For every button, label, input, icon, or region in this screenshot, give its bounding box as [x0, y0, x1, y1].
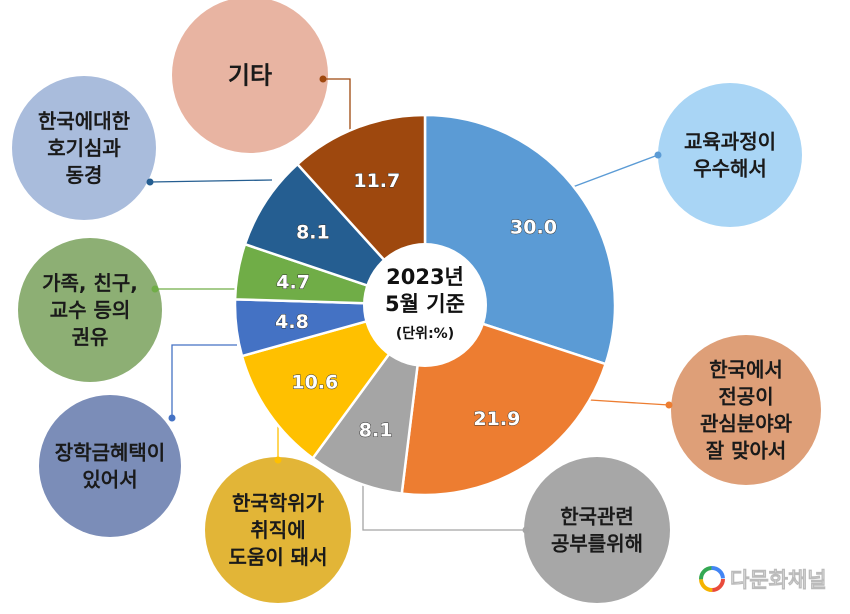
center-month: 5월 기준 — [385, 292, 465, 316]
category-label: 가족, 친구, — [42, 271, 138, 295]
center-unit: (단위:%) — [396, 325, 454, 342]
slice-value-label: 8.1 — [359, 420, 393, 442]
category-label: 호기심과 — [47, 136, 121, 160]
category-label: 한국에서 — [709, 358, 783, 382]
category-label: 전공이 — [718, 385, 773, 409]
slice-value-label: 4.7 — [276, 271, 310, 293]
leader-dot — [168, 414, 176, 422]
category-bubble — [18, 238, 162, 382]
watermark: 다문화채널 — [699, 566, 827, 592]
category-label: 교수 등의 — [50, 298, 131, 322]
leader-line — [569, 154, 659, 189]
category-label: 잘 맞아서 — [706, 439, 787, 463]
center-year: 2023년 — [386, 265, 464, 289]
category-label: 동경 — [66, 163, 103, 187]
category-label: 있어서 — [82, 468, 137, 492]
category-label: 교육과정이 — [684, 130, 776, 154]
leader-dot — [151, 285, 159, 293]
category-label: 장학금혜택이 — [55, 441, 165, 465]
category-label: 취직에 — [250, 518, 305, 542]
category-label: 공부를위해 — [551, 532, 643, 556]
leader-line — [589, 399, 670, 406]
category-bubble — [671, 335, 821, 485]
category-label: 권유 — [72, 325, 109, 349]
channel-logo-icon — [699, 566, 725, 592]
category-label: 도움이 돼서 — [229, 545, 328, 569]
category-label: 한국학위가 — [232, 491, 325, 515]
category-bubble — [205, 457, 351, 603]
slice-value-label: 11.7 — [353, 170, 400, 192]
slice-value-label: 30.0 — [510, 216, 557, 238]
center-label-group: 2023년 5월 기준 (단위:%) — [363, 243, 487, 367]
leader-line — [362, 475, 526, 531]
category-label: 우수해서 — [693, 157, 767, 181]
category-bubble — [658, 83, 802, 227]
watermark-text: 다문화채널 — [730, 568, 827, 592]
leader-dot — [319, 75, 327, 83]
category-bubble — [172, 0, 328, 153]
leader-line — [323, 78, 351, 135]
leader-dot — [654, 151, 662, 159]
slice-value-label: 21.9 — [473, 408, 520, 430]
category-label: 기타 — [228, 62, 272, 90]
leader-line — [149, 179, 273, 183]
donut-hole — [363, 243, 487, 367]
slice-value-label: 10.6 — [291, 371, 338, 393]
leader-dot — [665, 401, 673, 409]
leader-line — [171, 344, 237, 418]
leader-dot — [274, 456, 282, 464]
leader-dot — [522, 526, 530, 534]
slice-value-label: 8.1 — [296, 222, 330, 244]
category-bubble — [524, 457, 670, 603]
category-bubble — [12, 76, 156, 220]
category-label: 한국에대한 — [38, 109, 131, 133]
leader-dot — [146, 178, 154, 186]
category-label: 관심분야와 — [700, 412, 793, 436]
category-bubble — [39, 395, 181, 537]
slice-value-label: 4.8 — [275, 311, 309, 333]
category-label: 한국관련 — [560, 505, 634, 529]
